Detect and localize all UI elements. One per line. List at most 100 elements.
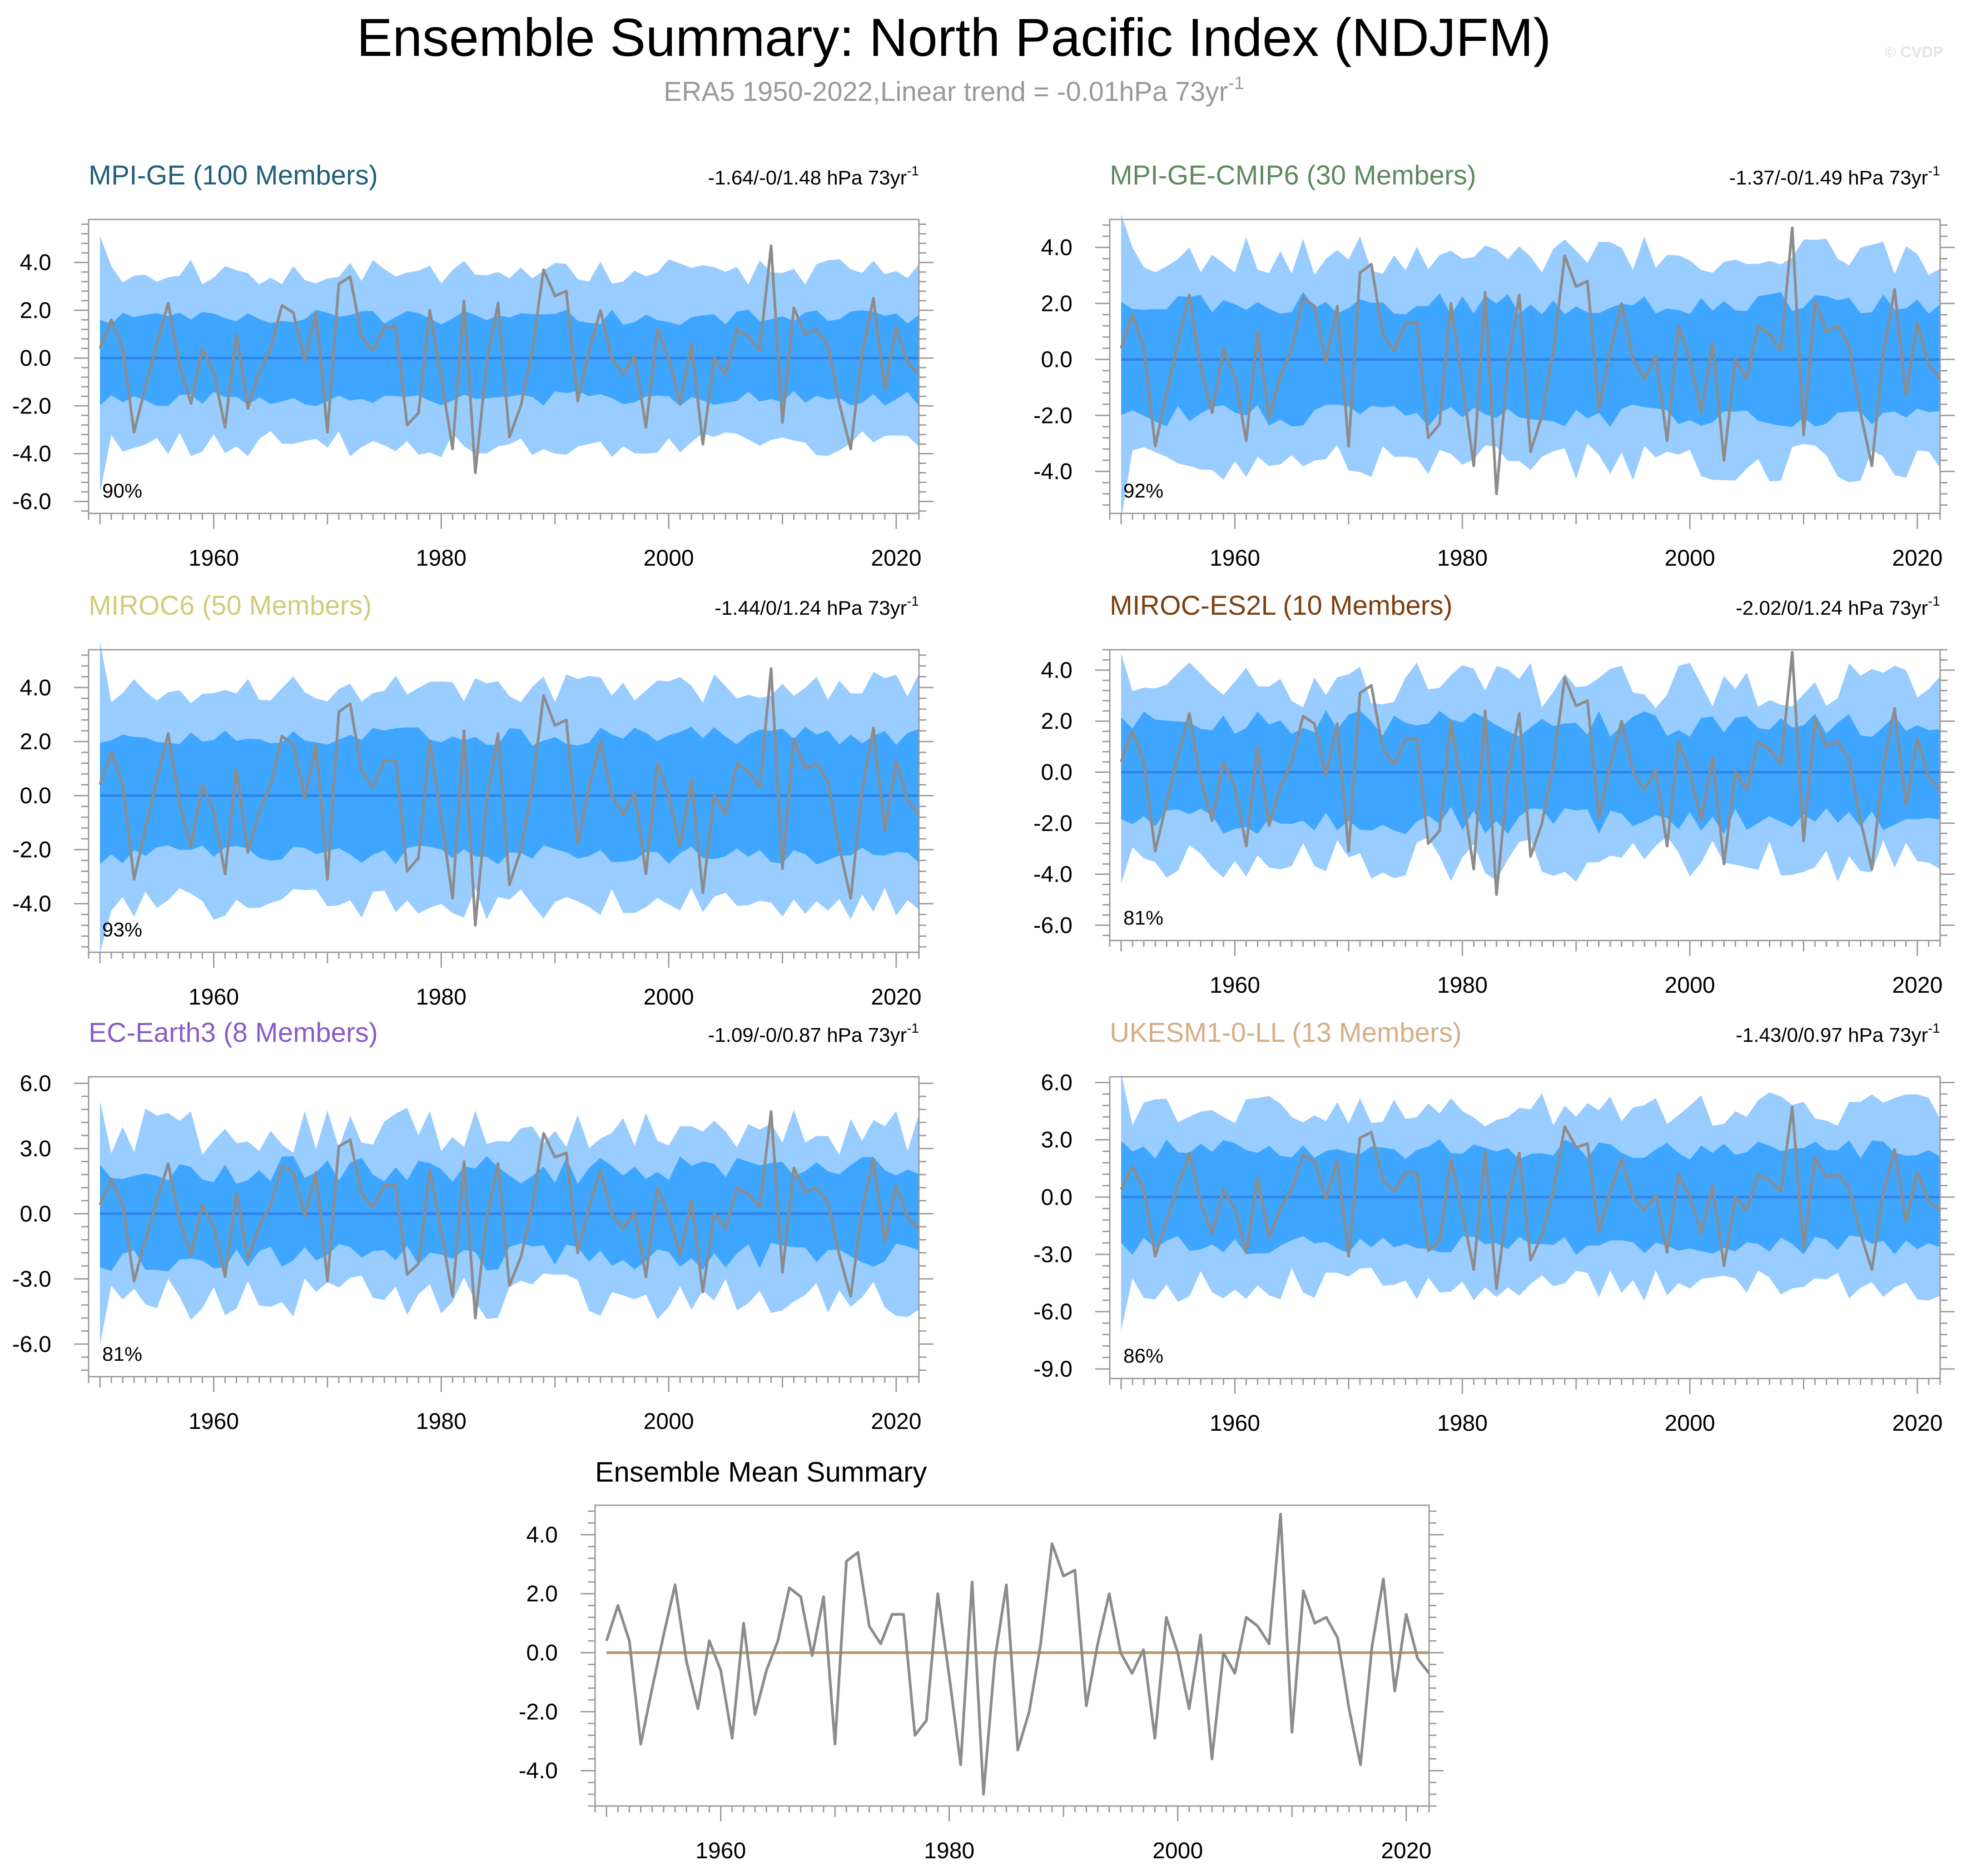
plot-frame: [594, 1504, 1430, 1807]
x-tick-label: 1980: [924, 1838, 974, 1863]
trend-label-main: -1.44/0/1.24 hPa 73yr: [715, 597, 907, 619]
y-tick-label: -4.0: [519, 1758, 558, 1783]
y-tick-label: 2.0: [526, 1581, 558, 1607]
y-tick-label: 0.0: [526, 1640, 558, 1666]
trend-label-superscript: -1: [907, 164, 919, 179]
y-tick-label: 0.0: [1041, 1184, 1072, 1210]
panel-title: MIROC6 (50 Members): [89, 590, 372, 621]
plot-frame: [88, 649, 920, 953]
observations-line: [1120, 651, 1941, 896]
x-tick-label: 2000: [1152, 1838, 1203, 1863]
panel-title: UKESM1-0-LL (13 Members): [1110, 1017, 1462, 1048]
observations-line: [99, 244, 920, 474]
x-tick-label: 1980: [1437, 1410, 1488, 1436]
y-tick-label: 3.0: [1041, 1127, 1072, 1153]
watermark: © CVDP: [1885, 44, 1943, 61]
observations-line: [1120, 226, 1941, 495]
observations-line: [1120, 1106, 1941, 1290]
x-tick-label: 1980: [416, 1408, 467, 1434]
x-tick-label: 1980: [1437, 972, 1488, 998]
plot-frame: [1109, 1076, 1941, 1379]
x-tick-label: 2000: [643, 545, 694, 571]
chart-panel-7: Ensemble Mean Summary -4.0 -2.0 0.0 2.0 4.0 19…: [519, 1457, 1444, 1863]
observations-line: [99, 1110, 920, 1319]
panel-title: MIROC-ES2L (10 Members): [1110, 590, 1453, 621]
plot-frame: [1109, 649, 1941, 941]
y-tick-label: 0.0: [20, 783, 51, 808]
trend-label: -1.44/0/1.24 hPa 73yr-1: [715, 594, 919, 619]
y-tick-label: -2.0: [12, 393, 51, 418]
x-tick-label: 2000: [1664, 972, 1715, 998]
y-tick-label: -2.0: [12, 837, 51, 862]
percent-label: 92%: [1123, 480, 1163, 502]
x-tick-label: 1960: [1210, 545, 1260, 571]
y-tick-label: -4.0: [1033, 861, 1072, 887]
percent-label: 93%: [102, 919, 142, 941]
x-tick-label: 2000: [643, 984, 694, 1010]
figure-title: Ensemble Summary: North Pacific Index (N…: [357, 8, 1551, 68]
trend-label-main: -2.02/0/1.24 hPa 73yr: [1736, 597, 1928, 619]
y-tick-label: -3.0: [12, 1266, 51, 1292]
chart-panel-5: EC-Earth3 (8 Members) -1.09/-0/0.87 hPa 7…: [12, 1017, 933, 1434]
y-tick-label: -2.0: [519, 1699, 558, 1724]
y-tick-label: 6.0: [20, 1070, 51, 1096]
y-tick-label: -6.0: [1033, 1299, 1072, 1324]
trend-label-superscript: -1: [1928, 164, 1940, 179]
panel-title: MPI-GE-CMIP6 (30 Members): [1110, 160, 1476, 190]
x-tick-label: 2020: [871, 1408, 921, 1434]
y-tick-label: 2.0: [1041, 708, 1072, 734]
plot-frame: [1109, 219, 1941, 514]
x-tick-label: 2020: [1381, 1838, 1431, 1863]
observations-line: [99, 667, 920, 927]
y-tick-label: 4.0: [20, 675, 51, 700]
x-tick-label: 2000: [1664, 545, 1715, 571]
y-tick-label: 0.0: [1041, 759, 1072, 785]
trend-label: -1.64/-0/1.48 hPa 73yr-1: [708, 164, 919, 189]
panel-title: Ensemble Mean Summary: [595, 1457, 927, 1488]
x-tick-label: 2000: [643, 1408, 694, 1434]
y-tick-label: -2.0: [1033, 811, 1072, 836]
y-tick-label: 0.0: [1041, 347, 1072, 372]
x-tick-label: 1960: [1210, 1410, 1260, 1436]
y-tick-label: -4.0: [12, 891, 51, 916]
y-tick-label: 2.0: [20, 298, 51, 323]
y-tick-label: 4.0: [20, 250, 51, 275]
trend-label-superscript: -1: [1928, 1021, 1940, 1036]
trend-label-main: -1.43/0/0.97 hPa 73yr: [1736, 1024, 1928, 1046]
y-tick-label: 2.0: [1041, 291, 1072, 316]
x-tick-label: 1960: [1210, 972, 1260, 998]
x-tick-label: 1960: [189, 984, 239, 1010]
y-tick-label: -6.0: [12, 489, 51, 514]
x-tick-label: 2020: [1892, 545, 1942, 571]
y-tick-label: -4.0: [12, 441, 51, 466]
y-tick-label: 4.0: [1041, 657, 1072, 683]
y-tick-label: 4.0: [1041, 235, 1072, 260]
y-tick-label: -4.0: [1033, 459, 1072, 484]
panel-title: MPI-GE (100 Members): [89, 160, 378, 190]
figure-subtitle: ERA5 1950-2022,Linear trend = -0.01hPa 7…: [664, 73, 1244, 107]
y-tick-label: 2.0: [20, 729, 51, 754]
trend-label-main: -1.64/-0/1.48 hPa 73yr: [708, 167, 907, 189]
observations-line: [605, 1513, 1430, 1796]
x-tick-label: 1980: [416, 984, 467, 1010]
y-tick-label: 3.0: [20, 1136, 51, 1161]
y-tick-label: 0.0: [20, 1201, 51, 1226]
trend-label: -1.37/-0/1.49 hPa 73yr-1: [1729, 164, 1940, 189]
trend-label: -1.43/0/0.97 hPa 73yr-1: [1736, 1021, 1940, 1046]
y-tick-label: -2.0: [1033, 403, 1072, 428]
chart-panel-6: UKESM1-0-LL (13 Members) -1.43/0/0.97 hPa…: [1033, 1017, 1955, 1436]
trend-label-superscript: -1: [1928, 594, 1940, 609]
y-tick-label: -6.0: [1033, 912, 1072, 938]
y-tick-label: -9.0: [1033, 1356, 1072, 1382]
x-tick-label: 2000: [1664, 1410, 1715, 1436]
trend-label-main: -1.09/-0/0.87 hPa 73yr: [708, 1024, 907, 1046]
trend-label-superscript: -1: [907, 594, 919, 609]
chart-panel-2: MPI-GE-CMIP6 (30 Members) -1.37/-0/1.49 h…: [1033, 160, 1955, 571]
y-tick-label: -3.0: [1033, 1242, 1072, 1267]
x-tick-label: 2020: [871, 984, 921, 1010]
trend-label: -1.09/-0/0.87 hPa 73yr-1: [708, 1021, 919, 1046]
x-tick-label: 2020: [871, 545, 921, 571]
y-tick-label: -6.0: [12, 1331, 51, 1357]
x-tick-label: 1960: [695, 1838, 746, 1863]
